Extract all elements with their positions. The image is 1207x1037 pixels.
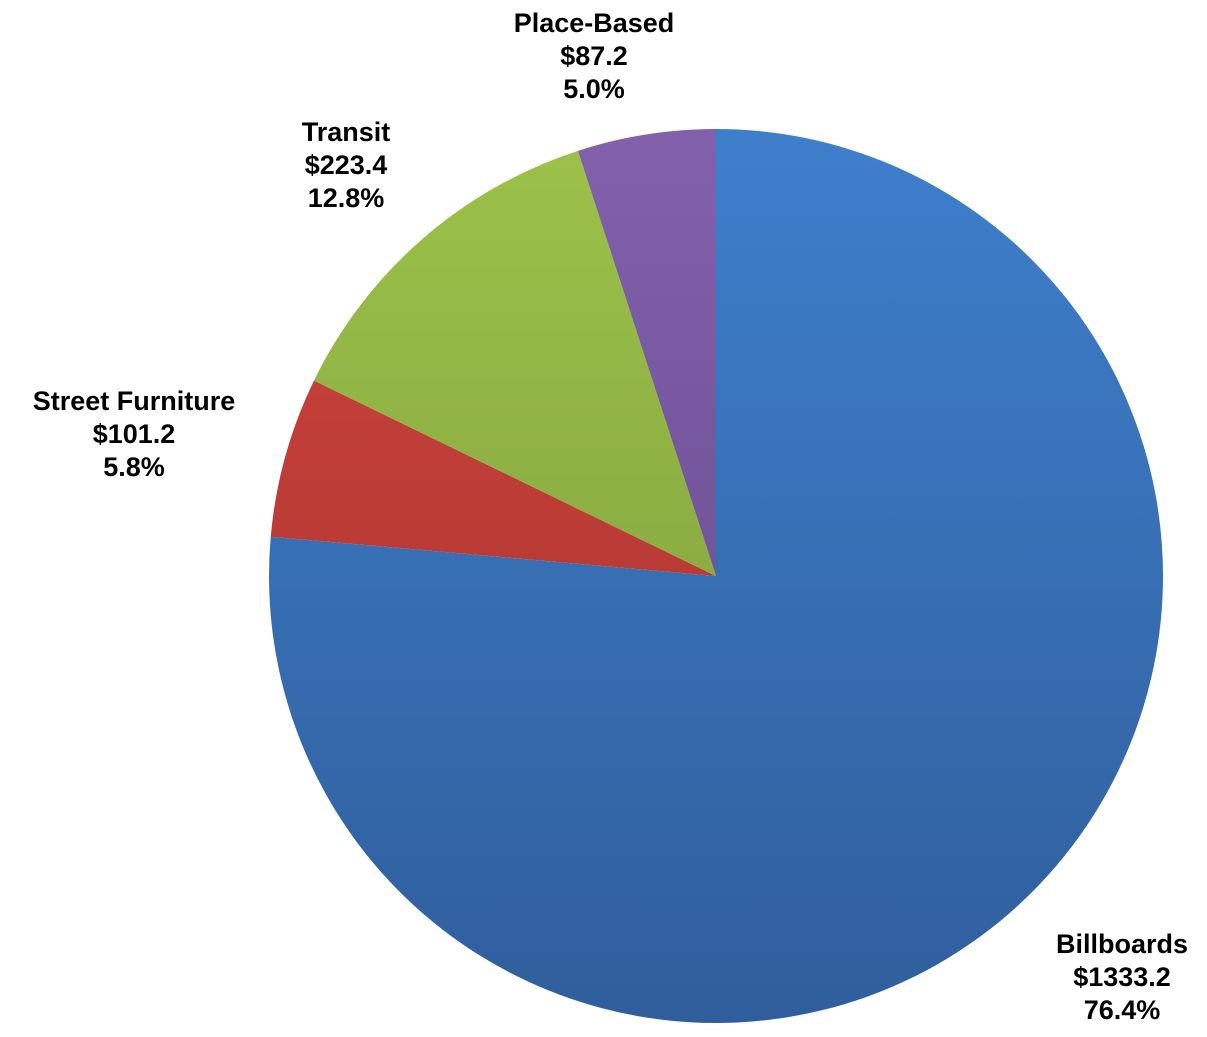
pie-label-street-furniture-percent: 5.8% xyxy=(103,452,165,482)
pie-label-transit-value: $223.4 xyxy=(305,150,388,180)
pie-label-billboards: Billboards $1333.2 76.4% xyxy=(1056,929,1188,1025)
pie-labels: Billboards $1333.2 76.4%Street Furniture $1… xyxy=(33,8,1188,1025)
pie-label-billboards-percent: 76.4% xyxy=(1084,995,1161,1025)
pie-slice-transit xyxy=(313,150,716,576)
pie-slice-billboards xyxy=(268,129,1163,1024)
pie-slice-street-furniture xyxy=(270,380,716,576)
pie-label-place-based-percent: 5.0% xyxy=(563,74,625,104)
pie-label-billboards-name: Billboards xyxy=(1056,929,1188,959)
pie-slices xyxy=(268,129,1163,1024)
pie-label-street-furniture-name: Street Furniture xyxy=(33,386,236,416)
pie-label-billboards-value: $1333.2 xyxy=(1073,962,1171,992)
pie-label-transit-percent: 12.8% xyxy=(308,183,385,213)
pie-slice-place-based xyxy=(577,129,716,576)
pie-label-street-furniture-value: $101.2 xyxy=(93,419,176,449)
pie-label-transit-name: Transit xyxy=(302,117,391,147)
pie-label-transit: Transit $223.4 12.8% xyxy=(302,117,391,213)
pie-label-place-based: Place-Based $87.2 5.0% xyxy=(514,8,675,104)
pie-label-place-based-value: $87.2 xyxy=(560,41,628,71)
pie-label-place-based-name: Place-Based xyxy=(514,8,675,38)
pie-label-street-furniture: Street Furniture $101.2 5.8% xyxy=(33,386,236,482)
